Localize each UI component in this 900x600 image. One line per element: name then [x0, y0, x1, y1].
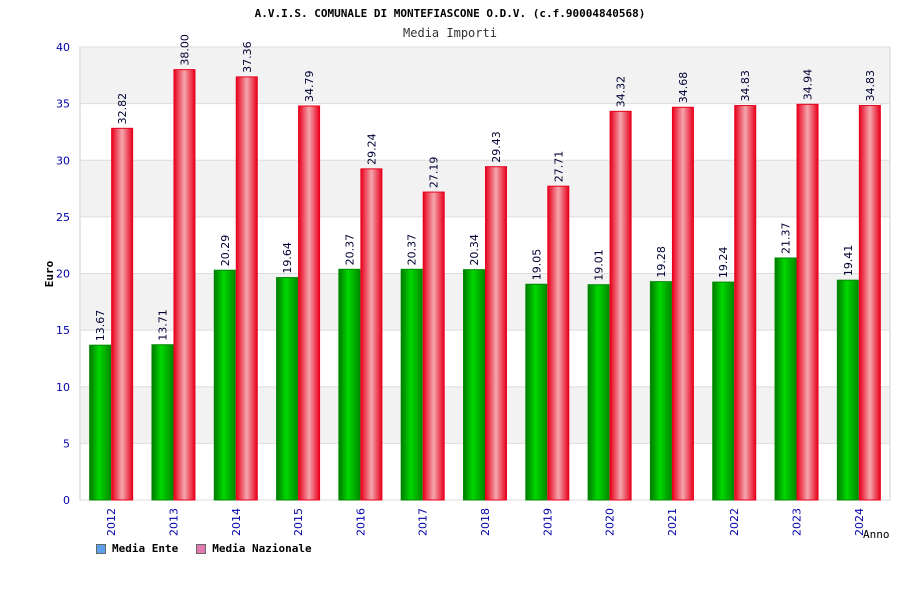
- data-label-media-nazionale-2020: 34.32: [615, 76, 628, 108]
- legend-item-media-ente: Media Ente: [96, 542, 178, 555]
- legend-item-media-nazionale: Media Nazionale: [196, 542, 312, 555]
- bar-media-nazionale-2016: [360, 168, 383, 501]
- legend-swatch-media-nazionale: [196, 543, 207, 554]
- bar-media-nazionale-2021: [671, 106, 694, 501]
- x-tick-label-2017: 2017: [417, 508, 430, 536]
- data-label-media-nazionale-2016: 29.24: [365, 133, 378, 165]
- data-label-media-ente-2021: 19.28: [655, 246, 668, 278]
- bar-media-nazionale-2013: [173, 69, 196, 501]
- legend-label-media-nazionale: Media Nazionale: [212, 542, 312, 555]
- legend: Media Ente Media Nazionale: [96, 542, 312, 555]
- data-label-media-ente-2013: 13.71: [156, 309, 169, 341]
- x-tick-label-2021: 2021: [666, 508, 679, 536]
- bar-media-ente-2014: [213, 269, 236, 501]
- x-axis-ticks: 2012 2013 2014 2015 2016 2017 2018 2019 2020 2021…: [105, 508, 866, 536]
- y-axis-ticks: 0 5 10 15 20 25 30 35 40: [56, 41, 70, 507]
- legend-label-media-ente: Media Ente: [112, 542, 179, 555]
- y-tick-label: 10: [56, 381, 70, 394]
- x-tick-label-2014: 2014: [230, 508, 243, 536]
- bar-media-nazionale-2012: [111, 127, 134, 501]
- chart-title: A.V.I.S. COMUNALE DI MONTEFIASCONE O.D.V…: [255, 7, 646, 20]
- x-tick-label-2022: 2022: [728, 508, 741, 536]
- data-label-media-nazionale-2021: 34.68: [677, 72, 690, 104]
- bar-media-ente-2022: [712, 281, 735, 501]
- data-label-media-ente-2017: 20.37: [406, 234, 419, 266]
- bar-media-ente-2020: [587, 284, 610, 501]
- data-label-media-ente-2018: 20.34: [468, 234, 481, 266]
- y-tick-label: 30: [56, 154, 70, 167]
- data-label-media-nazionale-2015: 34.79: [303, 71, 316, 103]
- data-label-media-nazionale-2013: 38.00: [178, 34, 191, 66]
- x-tick-label-2013: 2013: [167, 508, 180, 536]
- bar-media-ente-2023: [774, 257, 797, 501]
- bar-media-ente-2016: [338, 268, 361, 501]
- legend-swatch-media-ente: [96, 543, 106, 554]
- bar-media-ente-2013: [151, 344, 174, 501]
- x-axis-label: Anno: [863, 528, 890, 541]
- bar-media-nazionale-2023: [796, 103, 819, 501]
- x-tick-label-2012: 2012: [105, 508, 118, 536]
- x-tick-label-2015: 2015: [292, 508, 305, 536]
- x-tick-label-2018: 2018: [479, 508, 492, 536]
- data-label-media-ente-2024: 19.41: [842, 245, 855, 277]
- chart-subtitle: Media Importi: [403, 26, 497, 40]
- bar-media-ente-2024: [836, 279, 859, 501]
- y-tick-label: 25: [56, 211, 70, 224]
- data-label-media-nazionale-2012: 32.82: [116, 93, 129, 124]
- data-label-media-nazionale-2022: 34.83: [739, 70, 752, 102]
- data-label-media-ente-2016: 20.37: [343, 234, 356, 266]
- x-tick-label-2024: 2024: [853, 508, 866, 536]
- bar-media-ente-2018: [463, 269, 485, 501]
- x-tick-label-2019: 2019: [541, 508, 554, 536]
- data-label-media-nazionale-2024: 34.83: [864, 70, 877, 102]
- bar-media-nazionale-2019: [547, 185, 570, 501]
- bar-media-ente-2021: [649, 281, 672, 501]
- data-label-media-nazionale-2018: 29.43: [490, 131, 503, 163]
- data-label-media-ente-2023: 21.37: [780, 222, 793, 254]
- bar-media-nazionale-2015: [298, 105, 321, 501]
- y-tick-label: 0: [63, 494, 70, 507]
- data-label-media-ente-2022: 19.24: [717, 247, 730, 279]
- y-tick-label: 35: [56, 98, 70, 111]
- data-label-media-ente-2020: 19.01: [593, 249, 606, 281]
- data-label-media-nazionale-2017: 27.19: [428, 157, 441, 189]
- bar-media-nazionale-2014: [235, 76, 258, 501]
- bar-media-nazionale-2024: [858, 105, 881, 501]
- y-axis-label: Euro: [43, 260, 56, 287]
- bar-media-nazionale-2018: [485, 166, 507, 501]
- data-label-media-ente-2015: 19.64: [281, 242, 294, 274]
- bar-media-nazionale-2022: [734, 105, 757, 501]
- x-tick-label-2023: 2023: [791, 508, 804, 536]
- x-tick-label-2016: 2016: [354, 508, 367, 536]
- bar-media-ente-2012: [89, 344, 112, 501]
- data-label-media-nazionale-2023: 34.94: [802, 69, 815, 101]
- data-label-media-ente-2019: 19.05: [530, 249, 543, 281]
- data-label-media-nazionale-2019: 27.71: [552, 151, 565, 183]
- bar-media-ente-2019: [525, 283, 548, 501]
- data-label-media-nazionale-2014: 37.36: [241, 41, 254, 73]
- data-label-media-ente-2012: 13.67: [94, 310, 107, 342]
- y-tick-label: 15: [56, 324, 70, 337]
- data-label-media-ente-2014: 20.29: [219, 235, 232, 267]
- bars: 13.67 32.82 13.71 38.00 20.29 37.36 19.64 34.79…: [89, 34, 881, 501]
- x-tick-label-2020: 2020: [604, 508, 617, 536]
- bar-media-ente-2017: [400, 268, 423, 501]
- grid-band: [81, 47, 889, 104]
- y-tick-label: 5: [63, 437, 70, 450]
- bar-media-nazionale-2020: [609, 110, 632, 501]
- bar-media-ente-2015: [276, 277, 299, 501]
- y-tick-label: 20: [56, 268, 70, 281]
- bar-media-nazionale-2017: [422, 191, 445, 501]
- y-tick-label: 40: [56, 41, 70, 54]
